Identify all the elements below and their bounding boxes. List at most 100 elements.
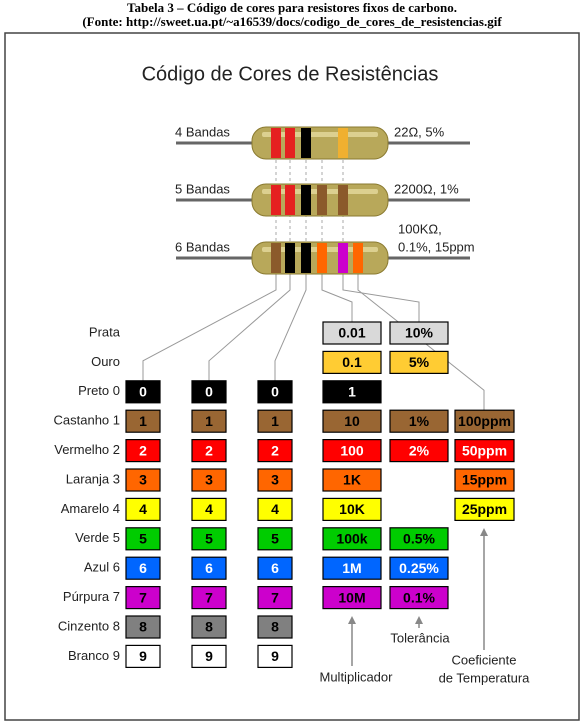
digit-text: 4 <box>205 501 213 517</box>
band <box>317 243 327 273</box>
band <box>301 128 311 158</box>
tempco-cell <box>454 409 515 433</box>
band <box>301 243 311 273</box>
row-label: Branco 9 <box>68 648 120 663</box>
connector <box>142 272 277 381</box>
digit-cell <box>191 556 227 580</box>
multiplier-cell <box>322 350 382 374</box>
multiplier-cell <box>322 556 382 580</box>
tempco-text: 100ppm <box>458 413 511 429</box>
multiplier-cell <box>322 439 382 463</box>
digit-cell <box>125 497 161 521</box>
connector <box>208 272 291 381</box>
tolerance-cell <box>389 409 449 433</box>
digit-cell <box>125 439 161 463</box>
digit-text: 8 <box>139 619 147 635</box>
multiplier-text: 0.01 <box>338 325 365 341</box>
digit-text: 1 <box>271 413 279 429</box>
digit-cell <box>191 585 227 610</box>
digit-cell <box>125 409 161 433</box>
band <box>317 185 327 215</box>
digit-cell <box>191 644 227 669</box>
annotation: Tolerância <box>390 630 450 645</box>
row-label: Amarelo 4 <box>61 501 120 516</box>
resistor-label: 4 Bandas <box>175 124 230 139</box>
tempco-text: 15ppm <box>462 472 507 488</box>
band <box>353 243 363 273</box>
annotation: Coeficiente <box>451 652 516 667</box>
digit-cell <box>257 556 293 580</box>
multiplier-text: 0.1 <box>342 354 362 370</box>
digit-cell <box>257 409 293 433</box>
digit-text: 3 <box>205 472 213 488</box>
multiplier-text: 1K <box>343 472 361 488</box>
band <box>271 243 281 273</box>
digit-text: 1 <box>139 413 147 429</box>
digit-text: 8 <box>205 619 213 635</box>
title: Código de Cores de Resistências <box>142 63 439 85</box>
row-label: Verde 5 <box>75 530 120 545</box>
multiplier-text: 10M <box>338 589 365 605</box>
multiplier-text: 10K <box>339 501 365 517</box>
tolerance-text: 5% <box>409 354 430 370</box>
digit-text: 3 <box>271 472 279 488</box>
band <box>285 185 295 215</box>
tolerance-text: 0.1% <box>403 589 435 605</box>
row-label: Cinzento 8 <box>58 618 120 633</box>
digit-text: 6 <box>139 560 147 576</box>
digit-cell <box>125 527 161 551</box>
band <box>338 128 348 158</box>
multiplier-text: 1M <box>342 560 361 576</box>
connector <box>274 272 307 381</box>
tempco-text: 50ppm <box>462 442 507 458</box>
band <box>285 243 295 273</box>
arrow-head <box>348 616 356 624</box>
digit-cell <box>257 585 293 610</box>
resistor-value: 2200Ω, 1% <box>394 181 459 196</box>
row-label: Púrpura 7 <box>63 589 120 604</box>
tolerance-cell <box>389 439 449 463</box>
digit-text: 0 <box>139 384 147 400</box>
digit-cell <box>257 615 293 639</box>
connector <box>342 272 420 322</box>
tempco-cell <box>454 468 515 492</box>
band <box>338 185 348 215</box>
digit-cell <box>125 380 161 404</box>
digit-text: 6 <box>271 560 279 576</box>
digit-text: 3 <box>139 472 147 488</box>
tolerance-cell <box>389 585 449 610</box>
row-label: Preto 0 <box>78 383 120 398</box>
multiplier-cell <box>322 585 382 610</box>
tolerance-text: 0.25% <box>399 560 439 576</box>
multiplier-cell <box>322 409 382 433</box>
digit-cell <box>191 380 227 404</box>
tolerance-text: 0.5% <box>403 531 435 547</box>
digit-cell <box>191 615 227 639</box>
multiplier-text: 1 <box>348 384 356 400</box>
digit-text: 1 <box>205 413 213 429</box>
digit-text: 2 <box>139 442 147 458</box>
digit-text: 9 <box>139 648 147 664</box>
annotation: de Temperatura <box>439 670 531 685</box>
tempco-cell <box>454 497 515 521</box>
resistor-label: 5 Bandas <box>175 181 230 196</box>
digit-text: 5 <box>139 531 147 547</box>
digit-cell <box>125 556 161 580</box>
digit-text: 7 <box>271 589 279 605</box>
multiplier-cell <box>322 497 382 521</box>
digit-text: 2 <box>271 442 279 458</box>
tempco-text: 25ppm <box>462 501 507 517</box>
multiplier-cell <box>322 380 382 404</box>
digit-cell <box>257 380 293 404</box>
band <box>301 185 311 215</box>
band <box>285 128 295 158</box>
digit-cell <box>257 439 293 463</box>
resistor-value: 22Ω, 5% <box>394 124 445 139</box>
tolerance-text: 10% <box>405 325 434 341</box>
digit-text: 7 <box>139 589 147 605</box>
digit-cell <box>125 468 161 492</box>
annotation: Multiplicador <box>320 669 394 684</box>
digit-cell <box>125 644 161 669</box>
tolerance-cell <box>389 321 449 345</box>
